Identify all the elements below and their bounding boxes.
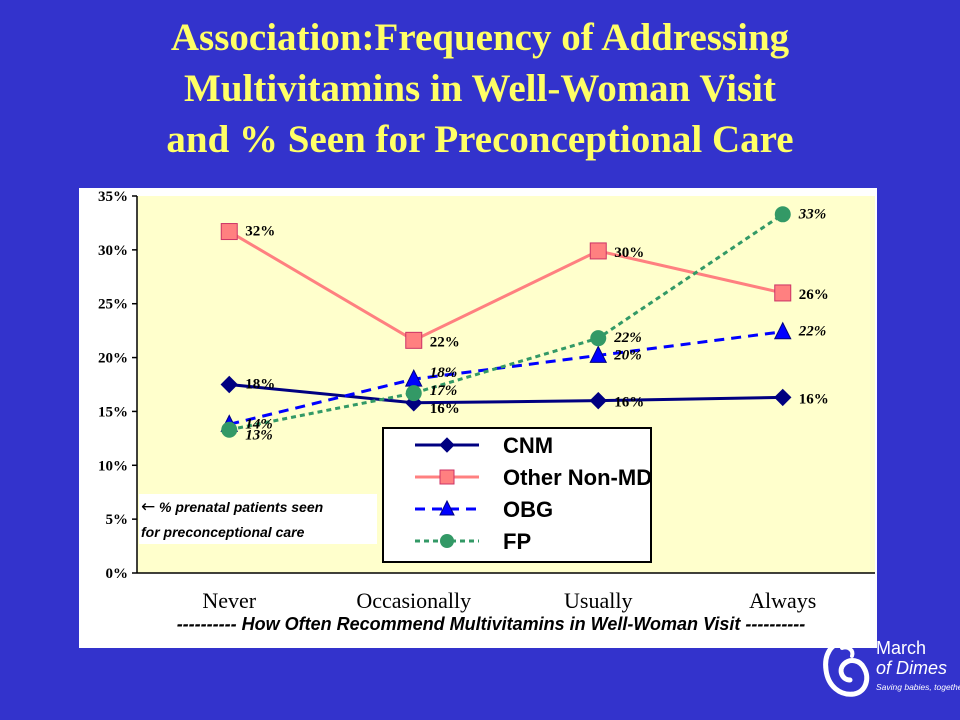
y-tick-label: 30% bbox=[98, 243, 128, 259]
series-line-fp bbox=[228, 213, 784, 432]
data-point-fp bbox=[221, 421, 238, 438]
data-point-other-non-md bbox=[774, 284, 792, 302]
data-point-other-non-md bbox=[220, 223, 238, 241]
data-point-other-non-md bbox=[589, 242, 607, 260]
data-label-fp: 22% bbox=[613, 330, 642, 346]
data-label-obg: 20% bbox=[613, 347, 642, 363]
y-tick-label: 15% bbox=[98, 404, 128, 420]
data-label-obg: 14% bbox=[245, 416, 273, 432]
title-line-1: Association:Frequency of Addressing bbox=[170, 16, 790, 59]
data-label-cnm: 18% bbox=[245, 377, 275, 393]
data-point-fp bbox=[590, 330, 607, 347]
annotation-arrow: ← bbox=[141, 497, 155, 517]
data-label-obg: 22% bbox=[798, 324, 827, 340]
y-tick-label: 0% bbox=[106, 566, 129, 582]
data-label-fp: 17% bbox=[430, 383, 458, 399]
x-tick-label: Occasionally bbox=[356, 588, 471, 613]
y-tick-label: 20% bbox=[98, 351, 128, 367]
logo-line-of-dimes: of Dimes bbox=[876, 658, 948, 678]
y-tick-label: 10% bbox=[98, 458, 128, 474]
series-line-cnm bbox=[229, 383, 783, 405]
data-point-cnm bbox=[220, 375, 238, 394]
data-point-obg bbox=[589, 345, 608, 363]
data-label-cnm: 16% bbox=[430, 401, 460, 417]
data-label-fp: 13% bbox=[245, 428, 273, 444]
y-tick-label: 25% bbox=[98, 297, 128, 313]
data-point-fp bbox=[405, 385, 422, 402]
x-tick-label: Never bbox=[202, 588, 256, 613]
annotation-line-1: % prenatal patients seen bbox=[159, 499, 323, 515]
line-chart: 0% 5% 10% 15% 20% 25% 30% 35% Never Occasionally U… bbox=[98, 189, 875, 634]
data-label-other-non-md: 32% bbox=[245, 224, 275, 240]
data-point-other-non-md bbox=[405, 331, 423, 349]
logo-line-march: March bbox=[876, 638, 927, 658]
data-label-obg: 18% bbox=[430, 365, 458, 381]
legend-label-obg: OBG bbox=[503, 497, 553, 522]
slide-title: Association:Frequency of Addressing Mult… bbox=[0, 12, 960, 165]
data-point-fp bbox=[774, 206, 791, 223]
x-axis-title: ---------- How Often Recommend Multivita… bbox=[177, 614, 806, 634]
title-line-3: and % Seen for Preconceptional Care bbox=[166, 118, 794, 161]
data-label-fp: 33% bbox=[798, 206, 827, 222]
legend-marker-cnm bbox=[439, 437, 455, 453]
data-label-other-non-md: 22% bbox=[430, 334, 460, 350]
series-line-obg bbox=[228, 330, 783, 426]
data-label-other-non-md: 30% bbox=[614, 245, 644, 261]
data-point-cnm bbox=[774, 388, 792, 407]
annotation-line-2: for preconceptional care bbox=[141, 524, 305, 540]
legend-label-fp: FP bbox=[503, 529, 531, 554]
legend-label-other-non-md: Other Non-MD bbox=[503, 465, 652, 490]
y-tick-label: 5% bbox=[106, 512, 129, 528]
title-line-2: Multivitamins in Well-Woman Visit bbox=[184, 67, 776, 110]
data-label-cnm: 16% bbox=[614, 395, 644, 411]
data-point-obg bbox=[773, 321, 792, 340]
x-tick-label: Usually bbox=[564, 588, 632, 613]
data-label-other-non-md: 26% bbox=[799, 287, 829, 303]
logo-tagline: Saving babies, together bbox=[876, 682, 960, 692]
chart-panel: 0% 5% 10% 15% 20% 25% 30% 35% Never Occasionally U… bbox=[79, 188, 877, 648]
legend-marker-obg bbox=[439, 499, 455, 516]
y-tick-label: 35% bbox=[98, 189, 128, 205]
legend-marker-other-non-md bbox=[439, 469, 455, 485]
data-label-cnm: 16% bbox=[799, 391, 829, 407]
x-tick-label: Always bbox=[749, 588, 816, 613]
series-line-other-non-md bbox=[228, 230, 784, 343]
annotation-box bbox=[139, 494, 377, 544]
data-point-cnm bbox=[589, 391, 607, 410]
legend-marker-fp bbox=[440, 534, 454, 548]
march-of-dimes-mother-baby-icon bbox=[823, 639, 870, 697]
legend-label-cnm: CNM bbox=[503, 433, 553, 458]
march-of-dimes-logo: March of Dimes Saving babies, together bbox=[820, 632, 960, 712]
